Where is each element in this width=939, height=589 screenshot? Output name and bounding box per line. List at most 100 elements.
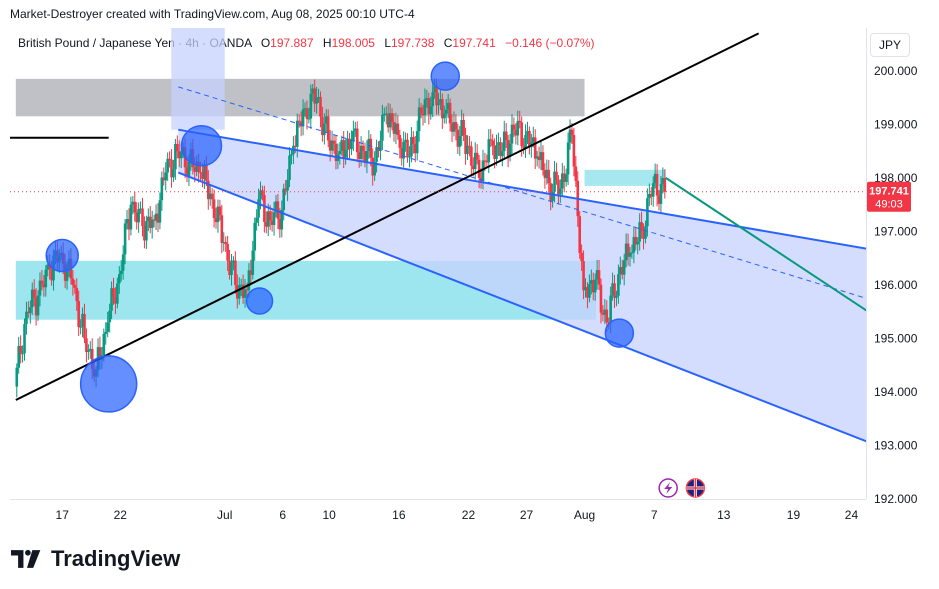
candle-body (632, 236, 636, 253)
price-tick-label: 200.000 (874, 64, 918, 78)
candle-body (502, 131, 506, 152)
candle-body (388, 113, 392, 128)
candle-body (651, 183, 655, 197)
candle-body (276, 201, 280, 219)
low-label: L (384, 36, 391, 50)
candle-body (477, 159, 481, 178)
candle-body (232, 260, 235, 264)
candle-body (27, 311, 30, 314)
candle-body (25, 311, 28, 325)
marker-circle[interactable] (45, 238, 79, 273)
marker-circle[interactable] (245, 287, 274, 315)
candle-body (176, 144, 179, 152)
candle-body (427, 98, 431, 115)
time-tick-label: 16 (392, 508, 406, 522)
black-trendline[interactable] (15, 32, 760, 401)
projection-line[interactable] (665, 177, 939, 408)
candle-body (266, 211, 270, 227)
candle-body (419, 107, 423, 114)
last-price-text: 197.741 (869, 186, 909, 198)
channel-fill (178, 129, 939, 470)
candle-body (216, 206, 220, 223)
candle-body (88, 348, 92, 351)
candle-body (121, 254, 125, 271)
marker-circle[interactable] (430, 61, 461, 91)
candle-body (568, 129, 572, 143)
candle-body (551, 191, 554, 201)
currency-button[interactable]: JPY (870, 33, 910, 57)
open-label: O (260, 36, 271, 50)
candle-body (460, 119, 463, 136)
candle-body (251, 250, 255, 275)
candle-body (257, 199, 260, 218)
candle-body (226, 243, 229, 261)
candle-body (282, 188, 286, 210)
candle-body (355, 128, 359, 153)
tradingview-logo[interactable]: TradingView (11, 546, 180, 572)
time-tick-label: Jul (217, 508, 232, 522)
price-tick-label: 197.000 (874, 224, 918, 238)
time-tick-label: Aug (574, 508, 595, 522)
candle-body (390, 113, 394, 123)
brand-name: TradingView (51, 546, 181, 571)
candle-body (212, 199, 216, 219)
supply-zone-gray[interactable] (15, 78, 585, 117)
candle-body (537, 156, 541, 161)
candle-body (85, 338, 88, 352)
candle-body (441, 99, 444, 119)
candle-body (197, 161, 200, 173)
candle-body (98, 347, 102, 360)
candle-body (520, 122, 523, 146)
high-value: 198.005 (331, 36, 375, 50)
candle-body (177, 151, 181, 159)
candle-body (164, 172, 168, 181)
candle-body (620, 267, 624, 275)
candle-body (644, 226, 647, 239)
marker-circle[interactable] (180, 125, 223, 167)
candle-body (404, 139, 407, 142)
candle-body (410, 137, 413, 157)
candle-body (158, 200, 162, 223)
price-tick-label: 199.000 (874, 117, 918, 131)
marker-circle[interactable] (79, 355, 138, 413)
candle-body (435, 85, 438, 106)
candle-body (294, 145, 297, 147)
candle-body (489, 139, 493, 141)
candle-body (205, 164, 208, 181)
candle-body (363, 151, 367, 163)
candle-body (280, 209, 284, 230)
candle-body (324, 116, 328, 124)
candle-body (531, 137, 535, 143)
candle-body (528, 130, 531, 148)
candle-body (470, 146, 473, 166)
candle-body (112, 288, 115, 297)
candle-body (334, 143, 338, 162)
candle-body (611, 283, 614, 296)
marker-circle[interactable] (604, 318, 635, 348)
candle-body (365, 150, 369, 163)
channel-mid-line[interactable] (178, 86, 939, 344)
candle-body (386, 113, 390, 128)
candle-body (174, 144, 177, 170)
high-label: H (322, 36, 332, 50)
candle-body (475, 152, 479, 160)
candle-body (661, 178, 665, 185)
candle-body (615, 295, 618, 298)
time-tick-label: 7 (651, 508, 658, 522)
candle-body (17, 345, 21, 368)
candle-body (81, 313, 84, 327)
candle-body (44, 269, 48, 288)
candle-body (241, 284, 245, 298)
candle-body (110, 288, 113, 311)
candle-body (143, 226, 146, 241)
candle-body (87, 350, 90, 352)
small-zone-cyan[interactable] (584, 169, 666, 186)
candle-body (493, 145, 496, 160)
candle-body (123, 223, 127, 255)
change-value: −0.146 (−0.07%) (505, 36, 595, 50)
price-axis-bg (866, 28, 939, 529)
candle-body (487, 139, 491, 163)
candle-body (636, 241, 640, 245)
candle-body (243, 289, 247, 298)
